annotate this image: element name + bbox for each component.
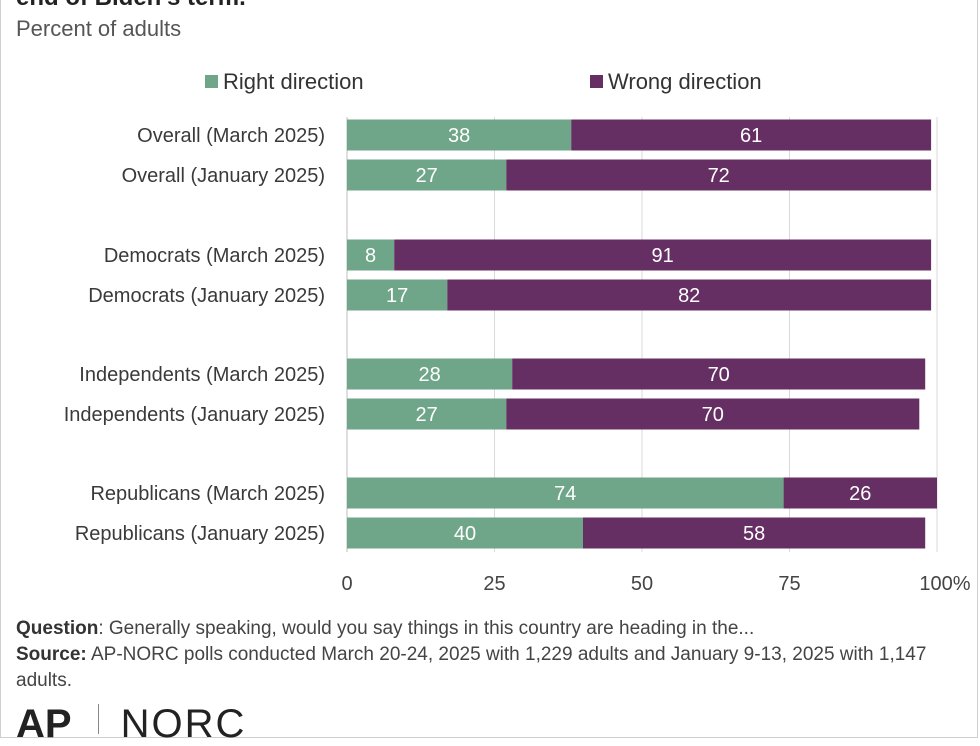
data-label: 82 bbox=[678, 285, 700, 307]
category-label: Overall (March 2025) bbox=[137, 125, 325, 147]
category-label: Independents (January 2025) bbox=[64, 404, 325, 426]
question-label: Question bbox=[16, 618, 99, 639]
data-label: 74 bbox=[554, 483, 576, 505]
x-tick-label: 50 bbox=[631, 573, 653, 595]
data-label: 27 bbox=[416, 404, 438, 426]
chart-footer: Question: Generally speaking, would you … bbox=[16, 616, 966, 694]
bar-segment-right-direction bbox=[347, 398, 507, 430]
category-label: Independents (March 2025) bbox=[79, 364, 325, 386]
bar-segment-right-direction bbox=[347, 477, 784, 509]
bar-segment-wrong-direction bbox=[583, 517, 926, 549]
legend-label: Right direction bbox=[223, 69, 364, 94]
bar-segment-right-direction bbox=[347, 279, 448, 311]
legend-label: Wrong direction bbox=[608, 69, 762, 94]
bar-segment-right-direction bbox=[347, 239, 395, 271]
data-label: 17 bbox=[386, 285, 408, 307]
data-label: 70 bbox=[702, 404, 724, 426]
bar-segment-wrong-direction bbox=[394, 239, 932, 271]
bar-segment-wrong-direction bbox=[783, 477, 937, 509]
data-label: 58 bbox=[743, 523, 765, 545]
bar-segment-wrong-direction bbox=[512, 358, 926, 390]
bar-segment-wrong-direction bbox=[447, 279, 932, 311]
ap-logo: AP bbox=[16, 702, 72, 746]
bar-segment-right-direction bbox=[347, 358, 513, 390]
bar-segment-right-direction bbox=[347, 159, 507, 191]
chart-subtitle: Percent of adults bbox=[16, 16, 182, 41]
data-label: 26 bbox=[849, 483, 871, 505]
bar-segment-wrong-direction bbox=[506, 398, 920, 430]
norc-logo: NORC bbox=[120, 702, 247, 746]
data-label: 40 bbox=[454, 523, 476, 545]
source-label: Source: bbox=[16, 644, 87, 665]
x-tick-label: 100% bbox=[919, 573, 970, 595]
x-tick-label: 0 bbox=[341, 573, 352, 595]
data-label: 8 bbox=[365, 245, 376, 267]
data-label: 27 bbox=[416, 165, 438, 187]
bar-segment-right-direction bbox=[347, 517, 583, 549]
data-label: 38 bbox=[448, 125, 470, 147]
category-label: Democrats (March 2025) bbox=[104, 245, 325, 267]
legend-swatch-wrong-direction bbox=[590, 75, 603, 88]
logo-divider bbox=[97, 704, 99, 734]
legend-swatch-right-direction bbox=[205, 75, 218, 88]
stacked-bar-chart: 38 61 Overall (March 2025) 27 72 Overall (Jan… bbox=[64, 69, 971, 595]
category-label: Democrats (January 2025) bbox=[88, 285, 325, 307]
data-label: 91 bbox=[652, 245, 674, 267]
category-label: Republicans (January 2025) bbox=[75, 523, 325, 545]
chart-title: end of Biden's term. bbox=[16, 0, 246, 12]
data-label: 28 bbox=[418, 364, 440, 386]
data-label: 72 bbox=[708, 165, 730, 187]
source-text: AP-NORC polls conducted March 20-24, 202… bbox=[16, 644, 927, 691]
category-label: Republicans (March 2025) bbox=[90, 483, 325, 505]
bar-segment-wrong-direction bbox=[506, 159, 932, 191]
logo-area: AP NORC bbox=[16, 704, 246, 744]
source-line: Source: AP-NORC polls conducted March 20… bbox=[16, 642, 966, 694]
category-label: Overall (January 2025) bbox=[122, 165, 325, 187]
data-label: 70 bbox=[708, 364, 730, 386]
data-label: 61 bbox=[740, 125, 762, 147]
x-tick-label: 75 bbox=[778, 573, 800, 595]
bar-segment-wrong-direction bbox=[571, 119, 932, 151]
question-text: : Generally speaking, would you say thin… bbox=[98, 618, 755, 639]
x-tick-label: 25 bbox=[483, 573, 505, 595]
question-line: Question: Generally speaking, would you … bbox=[16, 616, 966, 642]
bar-segment-right-direction bbox=[347, 119, 572, 151]
